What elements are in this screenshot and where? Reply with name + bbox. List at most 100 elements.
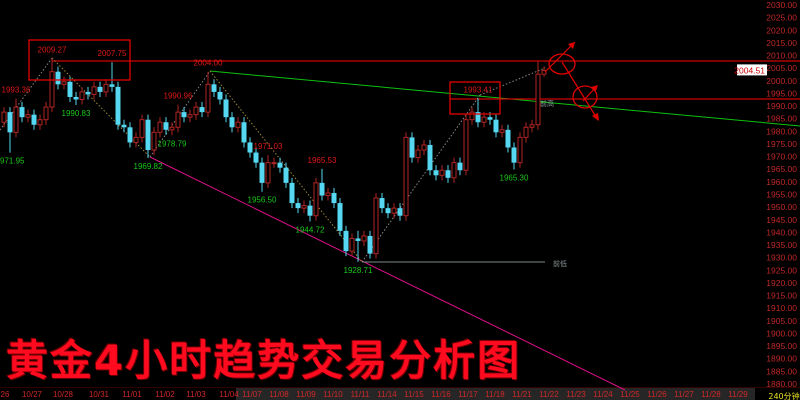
candle-down — [433, 170, 439, 176]
x-tick-label: 11/16 — [431, 390, 451, 399]
arrow-down-line — [561, 61, 599, 121]
candle-down — [487, 117, 493, 120]
candle-up — [463, 119, 469, 171]
candle-down — [85, 91, 91, 95]
prev-low-label: 前低 — [553, 259, 567, 268]
candle-down — [163, 122, 169, 130]
y-tick-label: 1990.00 — [766, 101, 797, 111]
x-tick-label: 11/02 — [155, 390, 175, 399]
highlight-box-double-top — [28, 39, 131, 81]
y-tick-label: 2020.00 — [766, 25, 797, 35]
y-tick-label: 1900.00 — [766, 328, 797, 338]
candle-down — [7, 112, 13, 133]
candle-up — [139, 119, 145, 138]
candle-down — [67, 81, 73, 97]
highlight-box-prev-high — [449, 81, 501, 115]
candle-down — [343, 230, 349, 252]
x-tick-label: 11/03 — [186, 390, 206, 399]
candle-down — [331, 192, 337, 204]
x-tick-label: 10/28 — [53, 390, 74, 399]
swing-high-label: 2004.00 — [194, 59, 223, 68]
y-tick-label: 2000.00 — [766, 76, 797, 86]
candle-up — [481, 116, 487, 123]
candle-down — [427, 144, 433, 171]
y-tick-label: 1925.00 — [766, 265, 797, 275]
y-tick-label: 1985.00 — [766, 114, 797, 124]
candle-down — [511, 147, 517, 163]
y-tick-label: 1880.00 — [766, 379, 797, 389]
y-tick-label: 1930.00 — [766, 253, 797, 263]
y-tick-label: 1905.00 — [766, 316, 797, 326]
candle-down — [409, 137, 415, 158]
candle-down — [19, 107, 25, 118]
candle-down — [283, 167, 289, 183]
x-tick-label: 11/17 — [458, 390, 478, 399]
candle-up — [1, 111, 7, 123]
candle-up — [499, 129, 505, 133]
x-tick-label: 11/14 — [377, 390, 397, 399]
candle-down — [31, 114, 37, 125]
candle-up — [79, 91, 85, 100]
target-circle — [548, 53, 576, 75]
y-tick-label: 1980.00 — [766, 126, 797, 136]
x-tick-label: 11/07 — [242, 390, 262, 399]
x-tick-label: 11/21 — [512, 390, 532, 399]
y-tick-label: 1920.00 — [766, 278, 797, 288]
time-axis-band — [236, 388, 755, 400]
candle-down — [277, 162, 283, 168]
x-tick-label: 11/04 — [219, 390, 239, 399]
candle-up — [313, 182, 319, 217]
y-tick-label: 2025.00 — [766, 13, 797, 23]
candle-up — [529, 124, 535, 128]
y-tick-label: 1960.00 — [766, 177, 797, 187]
x-tick-label: 11/08 — [269, 390, 289, 399]
candle-down — [355, 238, 361, 241]
candle-down — [247, 142, 253, 153]
zigzag-segment — [209, 70, 363, 263]
candle-down — [97, 86, 103, 92]
candle-up — [37, 119, 43, 126]
candle-up — [349, 237, 355, 252]
candle-down — [367, 235, 373, 254]
candle-down — [445, 170, 451, 178]
prev-high-label: 前高 — [540, 99, 554, 108]
lower-channel-line — [149, 156, 626, 391]
y-tick-label: 1940.00 — [766, 227, 797, 237]
candle-down — [73, 96, 79, 100]
candle-up — [469, 111, 475, 121]
candle-up — [169, 126, 175, 131]
x-tick-label: 11/24 — [593, 390, 613, 399]
y-tick-label: 1955.00 — [766, 190, 797, 200]
swing-low-label: 1965.30 — [500, 173, 529, 182]
candle-up — [415, 149, 421, 159]
candle-down — [127, 127, 133, 143]
candle-up — [103, 83, 109, 93]
candle-down — [229, 117, 235, 128]
candle-down — [217, 91, 223, 100]
arrow-up-line — [544, 41, 576, 73]
candle-up — [235, 121, 241, 128]
candle-down — [319, 182, 325, 196]
current-price-label: 2004.51 — [734, 65, 765, 75]
candle-down — [295, 203, 301, 209]
candle-up — [193, 106, 199, 116]
swing-low-label: 1969.82 — [134, 162, 163, 171]
zigzag-segment — [361, 94, 481, 263]
x-tick-label: 11/10 — [323, 390, 343, 399]
candle-up — [439, 169, 445, 176]
y-tick-label: 1995.00 — [766, 88, 797, 98]
candle-up — [535, 73, 541, 126]
x-tick-label: 11/23 — [566, 390, 586, 399]
candle-up — [523, 126, 529, 138]
x-tick-label: 11/26 — [647, 390, 667, 399]
candle-down — [145, 119, 151, 151]
candle-up — [361, 235, 367, 242]
swing-high-label: 2009.27 — [38, 45, 67, 54]
candle-down — [241, 122, 247, 143]
candle-down — [379, 198, 385, 209]
candle-down — [115, 86, 121, 125]
swing-high-label: 1993.41 — [464, 85, 493, 94]
candle-down — [289, 182, 295, 204]
arrow-up-icon — [591, 85, 598, 91]
candle-up — [373, 197, 379, 255]
